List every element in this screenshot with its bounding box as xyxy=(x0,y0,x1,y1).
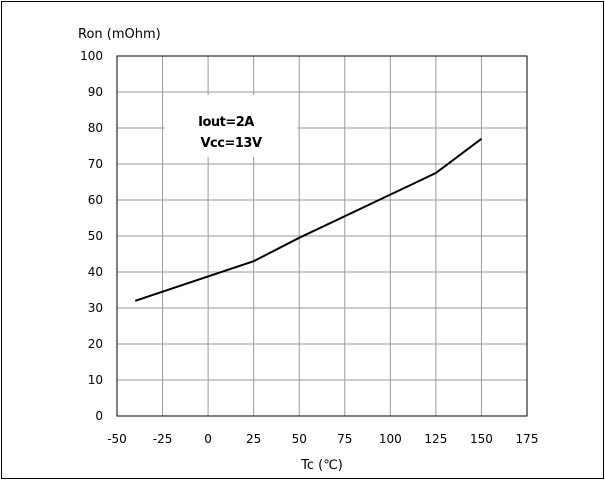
x-tick-label: 75 xyxy=(337,432,352,446)
y-axis-title: Ron (mOhm) xyxy=(78,27,161,42)
y-tick-label: 100 xyxy=(80,49,103,63)
y-tick-label: 90 xyxy=(88,85,103,99)
y-tick-label: 10 xyxy=(88,373,103,387)
x-tick-label: 25 xyxy=(246,432,261,446)
y-tick-label: 20 xyxy=(88,337,103,351)
x-tick-label: 0 xyxy=(204,432,212,446)
y-tick-label: 50 xyxy=(88,229,103,243)
y-tick-label: 0 xyxy=(95,409,103,423)
x-tick-label: -50 xyxy=(107,432,127,446)
x-axis-title: Tc (℃) xyxy=(300,458,343,473)
x-tick-labels: -50 -25 0 25 50 75 100 125 150 175 xyxy=(107,432,538,446)
x-tick-label: 125 xyxy=(424,432,447,446)
y-tick-label: 30 xyxy=(88,301,103,315)
x-tick-label: 50 xyxy=(292,432,307,446)
series-group xyxy=(134,138,483,302)
x-tick-label: 150 xyxy=(470,432,493,446)
plot-border xyxy=(116,55,528,417)
y-tick-label: 40 xyxy=(88,265,103,279)
x-tick-label: 175 xyxy=(516,432,539,446)
y-tick-label: 60 xyxy=(88,193,103,207)
x-tick-label: 100 xyxy=(379,432,402,446)
y-tick-label: 70 xyxy=(88,157,103,171)
y-tick-label: 80 xyxy=(88,121,103,135)
y-tick-labels: 0 10 20 30 40 50 60 70 80 90 100 xyxy=(80,49,103,423)
annotation-iout: Iout=2A xyxy=(198,115,254,130)
series-line xyxy=(134,138,483,302)
annotation-box xyxy=(165,95,297,157)
annotation-vcc: Vcc=13V xyxy=(200,136,261,151)
x-tick-label: -25 xyxy=(153,432,173,446)
